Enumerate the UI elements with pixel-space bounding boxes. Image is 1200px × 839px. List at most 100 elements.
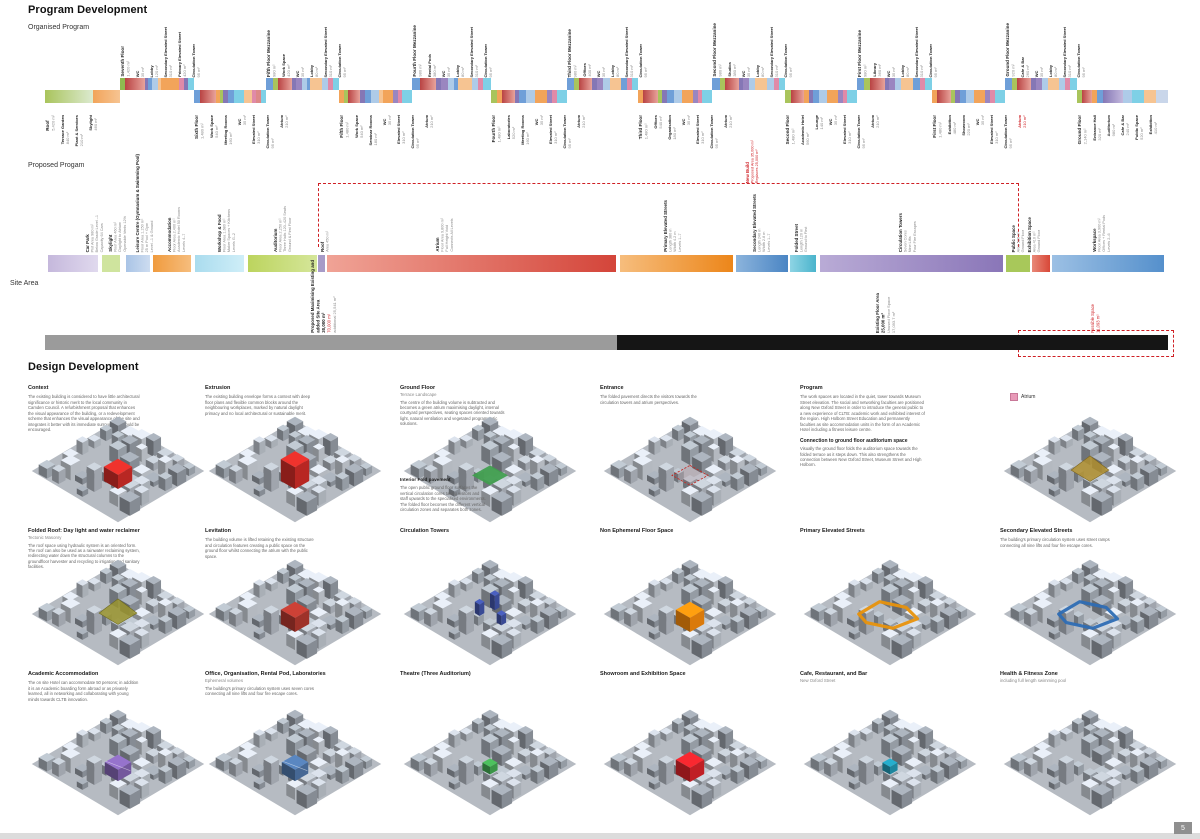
proposed-segment: [790, 255, 816, 272]
program-segment: [458, 78, 472, 90]
proposed-segment: [820, 255, 1003, 272]
program-segment: [120, 78, 125, 90]
proposed-segment: [248, 255, 317, 272]
program-segment: [1031, 78, 1036, 90]
program-segment: [847, 90, 857, 103]
program-segment: [478, 78, 483, 90]
organised-label-row: Fourth Floor Mezzanine 980 m² Rental Pods 3…: [412, 25, 493, 77]
design-cell: Program The work spaces are located in th…: [800, 385, 984, 528]
program-segment: [441, 78, 448, 90]
design-cell: Health & Fitness Zone including full leng…: [1000, 671, 1184, 821]
program-segment: [535, 90, 547, 103]
program-segment: [322, 78, 328, 90]
rotated-label: Work Space 540 m²: [353, 115, 364, 138]
organised-bar: [1077, 90, 1168, 103]
program-segment: [393, 90, 398, 103]
rotated-label: Auditorium 980 m²: [1105, 115, 1116, 137]
rotated-label: Atrium Floor Area 9,800 m² Full Height Voi…: [435, 218, 454, 252]
cell-paragraph: The existing building is considered to h…: [28, 394, 140, 433]
program-segment: [603, 78, 610, 90]
program-segment: [702, 90, 712, 103]
rotated-label: Cafe & Bar 240 m²: [1119, 115, 1130, 136]
atrium-legend: Atrium: [1010, 393, 1035, 401]
proposed-segment: [195, 255, 244, 272]
organised-bar: [339, 90, 412, 103]
design-cell: Context The existing building is consider…: [28, 385, 212, 528]
program-segment: [519, 90, 526, 103]
rotated-label: Secondary Elevated Street 310 m²: [162, 26, 173, 77]
rotated-label: Auditorium Floor Area 2,250 m² Three Halls…: [273, 205, 292, 252]
organised-program-chart: Roof 5,420 m² Terrace Garden 840 m² Plant & …: [45, 23, 1185, 162]
design-cell: Theatre (Three Auditorium): [400, 671, 584, 821]
atrium-legend-label: Atrium: [1021, 394, 1036, 400]
program-segment: [145, 78, 148, 90]
site-model: [803, 709, 977, 816]
organised-group: Fifth Floor 1,480 m² Work Space 540 m² Semin…: [339, 40, 434, 162]
program-segment: [383, 90, 393, 103]
program-segment: [610, 78, 621, 90]
design-cell: Secondary Elevated Streets The building's…: [1000, 528, 1184, 671]
rotated-label: Lobby 80 m²: [609, 65, 620, 77]
program-segment: [838, 90, 843, 103]
program-segment: [307, 78, 310, 90]
program-segment: [966, 90, 974, 103]
organised-group: Third Floor Mezzanine 980 m² Offices 400 m²…: [567, 27, 648, 162]
site-model: [1003, 709, 1177, 816]
site-model: [603, 416, 777, 523]
program-segment: [951, 90, 955, 103]
cell-title: Circulation Towers: [400, 528, 450, 534]
program-segment: [667, 90, 674, 103]
rotated-label: Skylight Roof Area 460 m² Daylight to Atri…: [108, 216, 127, 252]
rotated-label: Secondary Elevated Street 310 m²: [468, 26, 479, 77]
program-segment: [448, 78, 454, 90]
rotated-label: WC 35 m²: [1033, 66, 1044, 77]
rotated-label: WC 35 m²: [885, 66, 896, 77]
program-segment: [995, 90, 1005, 103]
program-segment: [220, 90, 223, 103]
program-segment: [497, 90, 502, 103]
site-model: [31, 416, 205, 523]
design-cell: Extrusion The existing building envelope …: [205, 385, 389, 528]
rotated-label: WC 35 m²: [533, 115, 544, 126]
organised-bar: [266, 78, 339, 90]
cell-title: Cafe, Restaurant, and Bar: [800, 671, 868, 677]
site-area-chart: Proposed Maximising Existing and added Si…: [45, 260, 1185, 358]
organised-label-row: Fifth Floor Mezzanine 980 m² Work Space 420…: [266, 27, 347, 77]
rotated-label: Skylight 460 m²: [87, 115, 98, 131]
program-segment: [491, 90, 497, 103]
program-segment: [161, 78, 179, 90]
design-cell: Atrium: [1000, 385, 1184, 528]
rotated-label: Workspace Floor Area 3,900 m² Offices + Re…: [1092, 215, 1111, 252]
cell-title: Non Ephemeral Floor Space: [600, 528, 674, 534]
program-segment: [960, 90, 966, 103]
proposed-segment: [1032, 255, 1050, 272]
program-segment: [819, 90, 827, 103]
organised-bar: [412, 78, 491, 90]
proposed-segment: [318, 255, 325, 272]
program-segment: [920, 78, 925, 90]
program-segment: [502, 90, 515, 103]
organised-bar: [120, 78, 194, 90]
program-segment: [472, 78, 478, 90]
rotated-label: Third Floor 1,480 m²: [638, 115, 649, 140]
program-segment: [302, 78, 307, 90]
rotated-label: Fifth Floor 1,480 m²: [339, 115, 350, 138]
program-segment: [1082, 90, 1092, 103]
program-segment: [360, 90, 365, 103]
program-segment: [552, 90, 557, 103]
program-segment: [682, 90, 693, 103]
program-segment: [1103, 90, 1123, 103]
proposed-label: Primary Elevated Streets Length 380 m Widt…: [663, 200, 683, 252]
rotated-label: Meeting Rooms 160 m²: [519, 115, 530, 145]
rotated-label: WC 35 m²: [236, 115, 247, 126]
cell-paragraph: The roof space using hydraulic system is…: [28, 542, 140, 570]
proposed-label: Workshop & Food Floor Area 1,680 m² Maker …: [217, 209, 237, 252]
rotated-label: WC 35 m²: [381, 115, 392, 126]
cell-paragraph: The building's primary circulation syste…: [1000, 537, 1110, 548]
program-segment: [932, 90, 937, 103]
program-segment: [1144, 90, 1156, 103]
proposed-label: Secondary Elevated Streets Length 240 m Wi…: [752, 194, 772, 252]
program-segment: [662, 90, 667, 103]
program-segment: [592, 78, 597, 90]
program-segment: [693, 90, 698, 103]
